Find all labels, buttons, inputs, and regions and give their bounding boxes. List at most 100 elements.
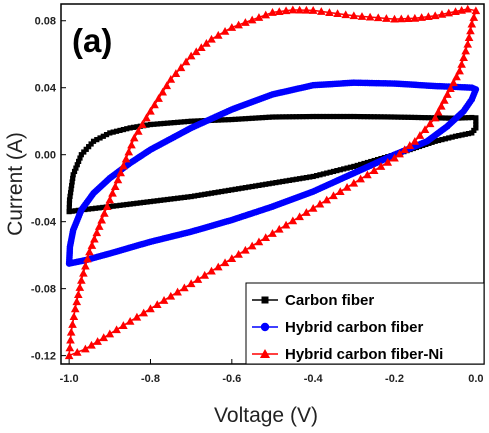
marker-hybrid-carbon-fiber-ni xyxy=(121,154,131,163)
marker-hybrid-carbon-fiber-ni xyxy=(247,15,257,24)
marker-carbon-fiber xyxy=(178,119,184,125)
marker-carbon-fiber xyxy=(300,175,306,181)
marker-carbon-fiber xyxy=(324,170,330,176)
marker-hybrid-carbon-fiber-ni xyxy=(420,125,430,134)
marker-carbon-fiber xyxy=(303,174,309,181)
marker-hybrid-carbon-fiber-ni xyxy=(425,119,435,128)
marker-carbon-fiber xyxy=(185,118,191,125)
legend-label: Hybrid carbon fiber-Ni xyxy=(285,346,443,363)
marker-carbon-fiber xyxy=(273,114,279,120)
marker-carbon-fiber xyxy=(429,115,435,121)
marker-carbon-fiber xyxy=(246,184,252,190)
y-tick-label: 0.04 xyxy=(35,83,57,95)
marker-carbon-fiber xyxy=(354,162,360,169)
marker-carbon-fiber xyxy=(283,178,289,184)
marker-carbon-fiber xyxy=(324,113,330,120)
marker-carbon-fiber xyxy=(280,114,286,120)
marker-hybrid-carbon-fiber-ni xyxy=(410,13,420,22)
marker-carbon-fiber xyxy=(388,114,394,120)
legend: Carbon fiber Hybrid carbon fiber Hybrid ca… xyxy=(245,282,485,365)
marker-carbon-fiber xyxy=(415,114,421,121)
marker-carbon-fiber xyxy=(181,194,187,200)
y-tick-label: -0.08 xyxy=(31,284,56,296)
marker-hybrid-carbon-fiber-ni xyxy=(116,168,125,177)
marker-carbon-fiber xyxy=(161,197,167,203)
marker-hybrid-carbon-fiber-ni xyxy=(97,215,106,224)
marker-carbon-fiber xyxy=(452,133,459,139)
marker-carbon-fiber xyxy=(300,114,306,120)
marker-hybrid-carbon-fiber-ni xyxy=(452,72,461,81)
marker-hybrid-carbon-fiber-ni xyxy=(410,136,420,145)
marker-hybrid-carbon-fiber-ni xyxy=(159,296,169,304)
marker-carbon-fiber xyxy=(236,116,242,122)
marker-hybrid-carbon-fiber-ni xyxy=(383,157,393,166)
marker-carbon-fiber xyxy=(171,196,177,202)
marker-hybrid-carbon-fiber-ni xyxy=(341,10,351,19)
marker-carbon-fiber xyxy=(110,129,116,135)
marker-hybrid-carbon-fiber-ni xyxy=(119,321,128,329)
marker-hybrid-carbon-fiber-ni xyxy=(349,178,359,187)
marker-hybrid-carbon-fiber-ni xyxy=(451,7,460,15)
marker-carbon-fiber xyxy=(297,114,303,120)
marker-hybrid-carbon-fiber-ni xyxy=(440,95,449,104)
marker-carbon-fiber xyxy=(103,132,110,138)
marker-carbon-fiber xyxy=(107,130,113,136)
marker-hybrid-carbon-fiber-ni xyxy=(72,297,82,306)
marker-carbon-fiber xyxy=(225,117,232,123)
marker-carbon-fiber xyxy=(439,115,445,121)
marker-carbon-fiber xyxy=(225,187,232,194)
marker-carbon-fiber xyxy=(398,114,404,120)
marker-hybrid-carbon-fiber-ni xyxy=(396,14,406,23)
marker-carbon-fiber xyxy=(134,124,140,130)
marker-carbon-fiber xyxy=(89,206,95,212)
marker-hybrid-carbon-fiber-ni xyxy=(376,162,386,170)
marker-carbon-fiber xyxy=(208,190,215,196)
marker-hybrid-carbon-fiber-ni xyxy=(146,106,155,115)
marker-carbon-fiber xyxy=(161,120,167,127)
marker-carbon-fiber xyxy=(164,196,171,203)
marker-hybrid-carbon-fiber-ni xyxy=(315,199,325,208)
marker-carbon-fiber xyxy=(185,194,191,200)
marker-carbon-fiber xyxy=(330,113,337,120)
marker-carbon-fiber xyxy=(442,115,448,121)
marker-hybrid-carbon-fiber-ni xyxy=(75,283,85,291)
marker-hybrid-carbon-fiber-ni xyxy=(463,39,473,48)
marker-hybrid-carbon-fiber-ni xyxy=(166,291,176,300)
marker-carbon-fiber xyxy=(310,113,316,120)
marker-hybrid-carbon-fiber-ni xyxy=(197,43,206,51)
marker-carbon-fiber xyxy=(341,166,347,172)
y-axis-ticks: -0.12 -0.08 -0.04 0.00 0.04 0.08 xyxy=(31,16,66,363)
marker-carbon-fiber xyxy=(198,192,204,198)
marker-carbon-fiber xyxy=(320,171,326,177)
marker-carbon-fiber xyxy=(85,206,92,212)
marker-hybrid-carbon-fiber-ni xyxy=(268,229,277,237)
marker-carbon-fiber xyxy=(74,162,80,168)
series-hybrid-carbon-fiber-ni xyxy=(64,4,481,360)
marker-hybrid-carbon-fiber-ni xyxy=(467,19,477,28)
marker-hybrid-carbon-fiber-ni xyxy=(302,208,311,216)
marker-carbon-fiber xyxy=(276,179,282,185)
marker-carbon-fiber xyxy=(462,131,468,137)
x-tick-label: 0.0 xyxy=(468,373,483,385)
marker-hybrid-carbon-fiber-ni xyxy=(295,212,304,221)
legend-box xyxy=(245,282,485,365)
marker-carbon-fiber xyxy=(435,115,442,121)
marker-carbon-fiber xyxy=(70,172,76,178)
marker-carbon-fiber xyxy=(144,122,150,128)
marker-hybrid-carbon-fiber-ni xyxy=(83,254,92,263)
marker-carbon-fiber xyxy=(290,114,296,120)
marker-carbon-fiber xyxy=(307,113,313,120)
marker-carbon-fiber xyxy=(97,135,103,141)
marker-carbon-fiber xyxy=(168,196,174,202)
marker-carbon-fiber xyxy=(66,209,72,215)
marker-carbon-fiber xyxy=(147,198,154,205)
marker-hybrid-carbon-fiber-ni xyxy=(254,13,264,21)
marker-carbon-fiber xyxy=(154,121,160,127)
marker-hybrid-carbon-fiber-ni xyxy=(105,329,115,338)
marker-hybrid-carbon-fiber-ni xyxy=(254,237,264,246)
marker-hybrid-carbon-fiber-ni xyxy=(241,245,250,254)
marker-hybrid-carbon-fiber-ni xyxy=(202,39,211,47)
marker-carbon-fiber xyxy=(344,165,350,171)
marker-carbon-fiber xyxy=(310,173,316,180)
marker-hybrid-carbon-fiber-ni xyxy=(342,183,352,191)
